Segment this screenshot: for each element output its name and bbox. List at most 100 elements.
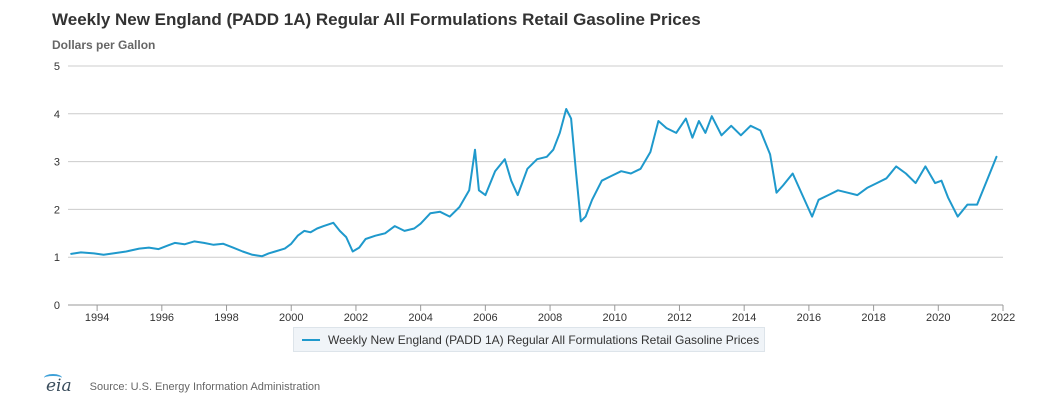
data-point: [639, 167, 643, 171]
x-tick-label: 2016: [797, 312, 821, 324]
chart-legend[interactable]: Weekly New England (PADD 1A) Regular All…: [293, 327, 765, 352]
data-point: [331, 221, 335, 225]
data-point: [212, 243, 216, 247]
data-point: [192, 239, 196, 243]
x-tick-label: 2020: [926, 312, 950, 324]
y-tick-label: 4: [54, 109, 60, 121]
data-point: [965, 203, 969, 207]
data-point: [564, 107, 568, 111]
series-line: [70, 108, 998, 258]
data-point: [473, 148, 477, 152]
data-point: [221, 242, 225, 246]
x-tick-label: 2000: [279, 312, 303, 324]
y-tick-label: 2: [54, 204, 60, 216]
data-point: [241, 250, 245, 254]
data-point: [438, 210, 442, 214]
data-point: [775, 191, 779, 195]
data-point: [865, 186, 869, 190]
series-layer: [69, 107, 999, 258]
data-point: [315, 227, 319, 231]
data-point: [92, 251, 96, 255]
data-point: [894, 164, 898, 168]
data-point: [503, 157, 507, 161]
data-point: [579, 219, 583, 223]
data-point: [995, 155, 999, 159]
data-point: [574, 169, 578, 173]
x-tick-label: 2004: [408, 312, 432, 324]
data-point: [111, 251, 115, 255]
data-point: [467, 188, 471, 192]
data-point: [448, 215, 452, 219]
data-point: [749, 124, 753, 128]
eia-logo: eia: [44, 374, 72, 395]
data-point: [545, 155, 549, 159]
x-tick-label: 2018: [861, 312, 885, 324]
data-point: [629, 172, 633, 176]
data-point: [102, 253, 106, 257]
data-point: [283, 247, 287, 251]
data-point: [729, 124, 733, 128]
data-point: [309, 230, 313, 234]
data-point: [535, 157, 539, 161]
grid-lines: [68, 65, 1003, 306]
data-point: [419, 222, 423, 226]
x-tick-label: 2010: [603, 312, 627, 324]
data-point: [739, 133, 743, 137]
data-point: [855, 193, 859, 197]
data-point: [357, 246, 361, 250]
data-point: [124, 250, 128, 254]
data-point: [273, 250, 277, 254]
data-point: [684, 117, 688, 121]
data-point: [558, 131, 562, 135]
data-point: [393, 224, 397, 228]
data-point: [525, 167, 529, 171]
data-point: [569, 117, 573, 121]
data-point: [250, 253, 254, 257]
data-point: [703, 131, 707, 135]
data-point: [364, 237, 368, 241]
data-point: [69, 252, 73, 256]
data-point: [610, 174, 614, 178]
data-point: [302, 229, 306, 233]
data-point: [875, 181, 879, 185]
data-point: [904, 172, 908, 176]
data-point: [885, 176, 889, 180]
data-point: [338, 229, 342, 233]
data-point: [836, 188, 840, 192]
data-point: [665, 126, 669, 130]
data-point: [351, 250, 355, 254]
y-tick-label: 5: [54, 61, 60, 73]
data-point: [173, 241, 177, 245]
legend-swatch: [302, 338, 320, 341]
data-point: [260, 254, 264, 258]
data-point: [985, 179, 989, 183]
data-point: [940, 179, 944, 183]
data-point: [781, 184, 785, 188]
data-point: [157, 247, 161, 251]
data-point: [710, 114, 714, 118]
data-point: [619, 169, 623, 173]
data-point: [493, 169, 497, 173]
data-point: [791, 172, 795, 176]
data-point: [322, 224, 326, 228]
data-point: [202, 241, 206, 245]
data-point: [383, 231, 387, 235]
data-point: [516, 193, 520, 197]
data-point: [956, 215, 960, 219]
data-point: [296, 234, 300, 238]
data-point: [267, 251, 271, 255]
data-point: [477, 188, 481, 192]
y-tick-label: 0: [54, 300, 60, 312]
data-point: [147, 246, 151, 250]
source-text: Source: U.S. Energy Information Administ…: [89, 380, 321, 393]
data-point: [720, 133, 724, 137]
data-point: [600, 179, 604, 183]
data-point: [584, 215, 588, 219]
data-point: [817, 198, 821, 202]
y-tick-label: 1: [54, 252, 60, 264]
data-point: [551, 148, 555, 152]
chart-title: Weekly New England (PADD 1A) Regular All…: [52, 10, 701, 29]
data-point: [826, 193, 830, 197]
data-point: [344, 235, 348, 239]
